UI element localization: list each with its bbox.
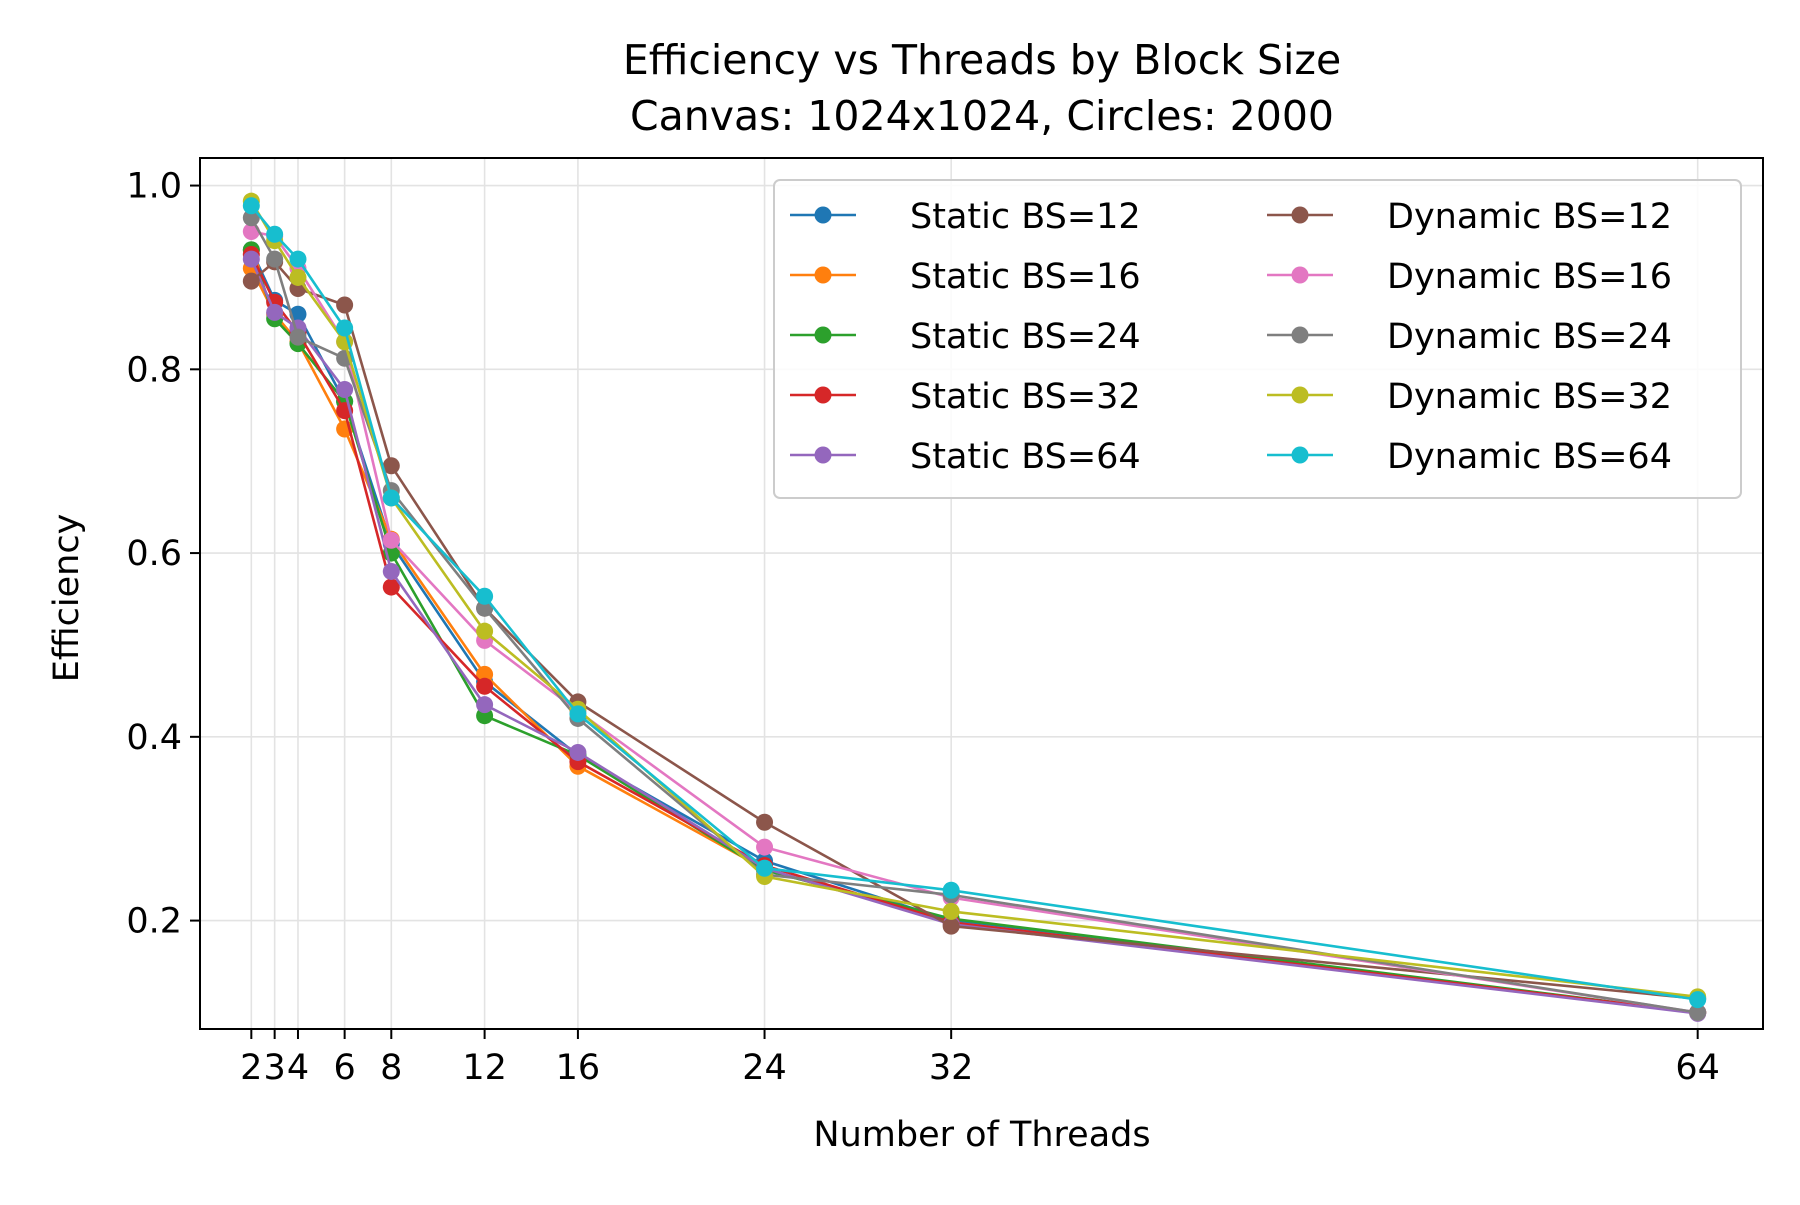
legend-swatch-marker [814,266,832,284]
legend-swatch-marker [1291,266,1309,284]
x-tick-label: 32 [929,1048,974,1088]
legend-label: Static BS=64 [910,437,1141,477]
legend-item: Static BS=64 [790,437,1141,477]
legend-label: Static BS=12 [910,197,1141,237]
data-point [242,209,260,227]
legend-box [773,179,1742,499]
legend-swatch-marker [1291,386,1309,404]
data-point [476,677,494,695]
legend: Static BS=12 Static BS=16 Static BS=24 Stat… [773,179,1742,499]
legend-item: Static BS=16 [790,257,1141,297]
data-point [382,457,400,475]
data-point [382,578,400,596]
series-line [250,258,1698,1015]
data-point [756,859,774,877]
legend-label: Dynamic BS=64 [1387,437,1672,477]
legend-item: Dynamic BS=12 [1267,197,1672,237]
series-10 [242,197,1707,1009]
legend-item: Dynamic BS=32 [1267,377,1672,417]
y-axis-label: Efficiency [47,514,87,683]
data-point [336,319,354,337]
data-point [569,705,587,723]
data-point [476,599,494,617]
legend-swatch-marker [1291,206,1309,224]
data-point [942,902,960,920]
x-tick-label: 12 [462,1048,507,1088]
series-line [250,260,1698,1000]
plot-frame [199,157,1764,1030]
data-point [242,197,260,215]
legend-item: Static BS=32 [790,377,1141,417]
data-point [289,328,307,346]
legend-label: Dynamic BS=32 [1387,377,1672,417]
x-tick-label: 64 [1675,1048,1720,1088]
series-line [250,200,1698,999]
data-point [336,296,354,314]
data-point [242,250,260,268]
data-point [569,743,587,761]
y-tick-label: 0.4 [126,718,182,758]
legend-label: Dynamic BS=16 [1387,257,1672,297]
data-point [476,696,494,714]
legend-label: Static BS=24 [910,317,1141,357]
x-axis-ticks: 2 3 4 6 8 12 16 24 32 64 [240,1029,1720,1088]
legend-label: Static BS=32 [910,377,1141,417]
data-point [476,622,494,640]
legend-label: Static BS=16 [910,257,1141,297]
data-point [942,917,960,935]
legend-label: Dynamic BS=12 [1387,197,1672,237]
data-point [289,268,307,286]
data-point [242,272,260,290]
series-line [250,249,1698,1014]
x-tick-label: 8 [380,1048,402,1088]
data-point [266,250,284,268]
legend-item: Static BS=12 [790,197,1141,237]
x-tick-label: 16 [556,1048,601,1088]
data-point [942,881,960,899]
data-point [382,489,400,507]
x-tick-label: 6 [333,1048,355,1088]
data-point [1689,1003,1707,1021]
data-point [756,813,774,831]
x-tick-label: 3 [264,1048,286,1088]
data-point [266,225,284,243]
data-point [476,587,494,605]
data-point [289,250,307,268]
chart-subtitle: Canvas: 1024x1024, Circles: 2000 [630,92,1334,140]
series-line [251,230,1698,1014]
data-point [382,531,400,549]
y-tick-label: 0.8 [126,350,182,390]
x-tick-label: 24 [742,1048,787,1088]
series-line [250,204,1698,1001]
x-tick-label: 4 [287,1048,309,1088]
chart-title: Efficiency vs Threads by Block Size [623,36,1341,84]
legend-item: Dynamic BS=24 [1267,317,1672,357]
data-point [336,381,354,399]
legend-swatch-marker [814,386,832,404]
legend-swatch-marker [1291,326,1309,344]
data-point [382,562,400,580]
y-axis-ticks: 0.2 0.4 0.6 0.8 1.0 [126,167,200,942]
data-point [476,665,494,683]
legend-item: Dynamic BS=64 [1267,437,1672,477]
legend-swatch-marker [1291,446,1309,464]
legend-swatch-marker [814,326,832,344]
legend-item: Dynamic BS=16 [1267,257,1672,297]
y-tick-label: 0.6 [126,534,182,574]
legend-swatch-marker [814,446,832,464]
x-axis-label: Number of Threads [813,1115,1150,1155]
data-point [266,303,284,321]
data-point [1689,991,1707,1009]
x-tick-label: 2 [240,1048,262,1088]
series-line [250,217,1698,1014]
series-layer [242,192,1707,1022]
data-point [756,838,774,856]
legend-swatch-marker [814,206,832,224]
y-tick-label: 0.2 [126,902,182,942]
y-tick-label: 1.0 [126,167,182,207]
legend-item: Static BS=24 [790,317,1141,357]
legend-label: Dynamic BS=24 [1387,317,1672,357]
